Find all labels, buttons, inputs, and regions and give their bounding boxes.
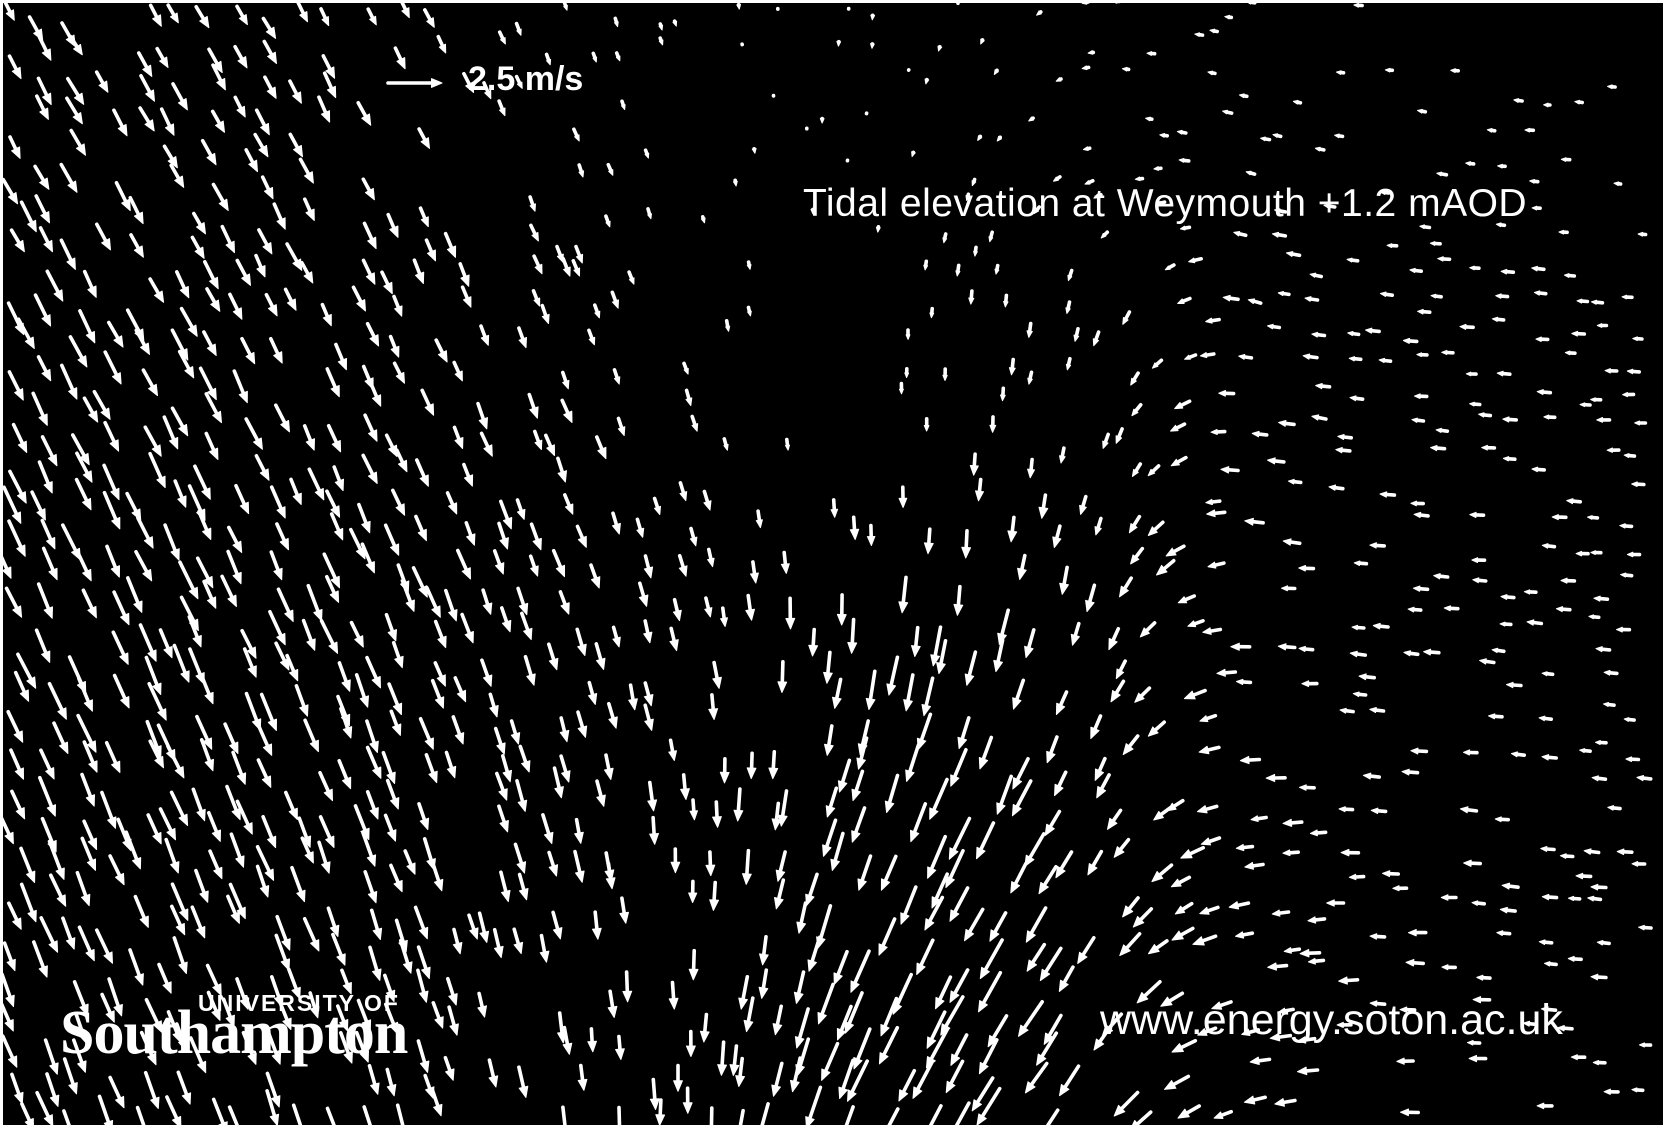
watermark-url: www.energy.soton.ac.uk bbox=[1100, 996, 1563, 1044]
